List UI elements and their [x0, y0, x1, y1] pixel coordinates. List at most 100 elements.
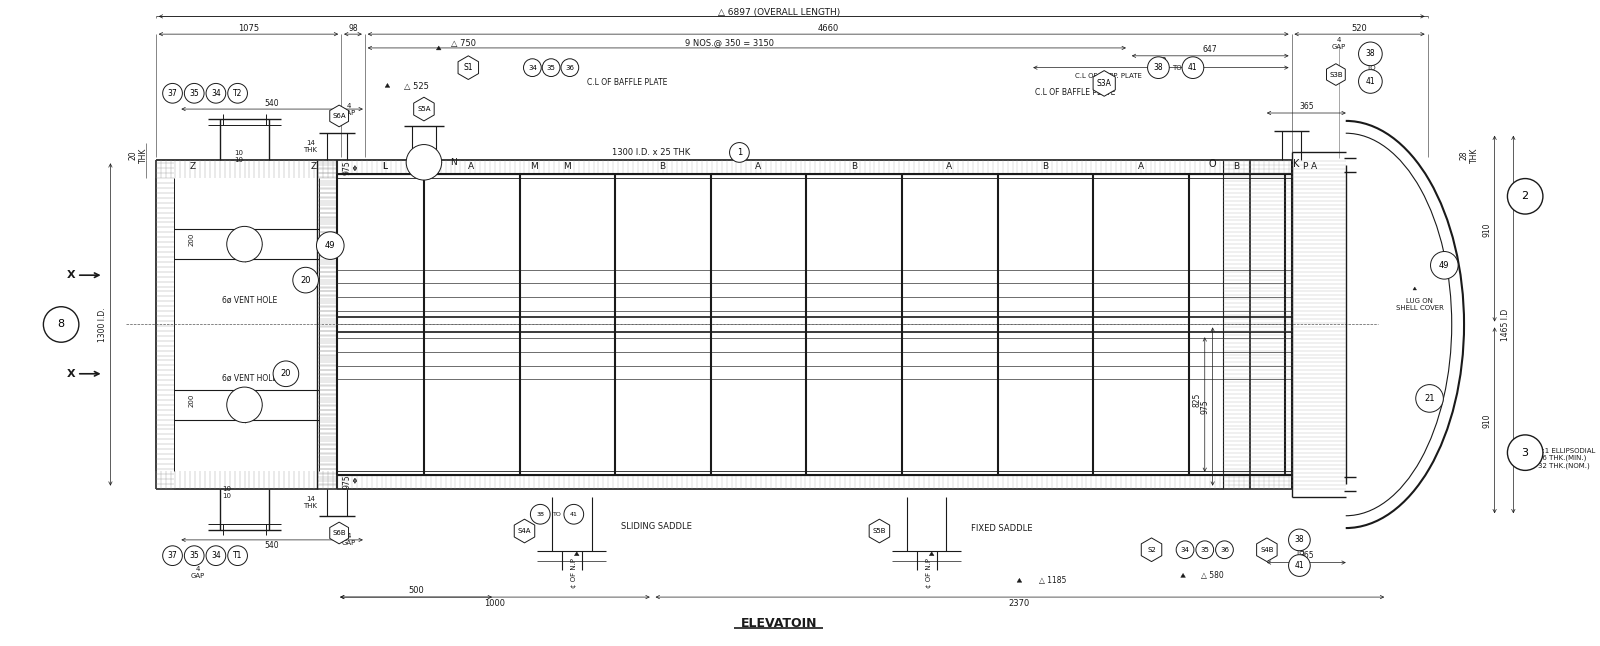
Text: 2: 2: [1522, 191, 1528, 202]
Text: N: N: [450, 158, 458, 167]
Text: 34: 34: [211, 551, 221, 560]
Circle shape: [1288, 555, 1310, 576]
Polygon shape: [1181, 574, 1186, 578]
Text: 975: 975: [1200, 399, 1210, 414]
Text: 1300 I.D.: 1300 I.D.: [98, 307, 107, 342]
Circle shape: [1430, 251, 1458, 279]
Polygon shape: [1326, 64, 1346, 85]
Text: 28
THK: 28 THK: [1459, 148, 1478, 163]
Text: B: B: [659, 162, 666, 171]
Text: L: L: [382, 162, 387, 171]
Text: ¢ OF N.P: ¢ OF N.P: [926, 558, 931, 589]
Text: 4
GAP: 4 GAP: [1331, 37, 1346, 50]
Text: M: M: [563, 162, 571, 171]
Polygon shape: [386, 83, 390, 87]
Circle shape: [227, 387, 262, 422]
Text: A: A: [755, 162, 762, 171]
Text: 35: 35: [547, 65, 555, 70]
Text: 500: 500: [408, 586, 424, 595]
Text: X: X: [67, 369, 75, 379]
Text: 41: 41: [1294, 561, 1304, 570]
Text: 41: 41: [1189, 63, 1198, 72]
Circle shape: [227, 83, 248, 103]
Polygon shape: [330, 522, 349, 544]
Text: FIXED SADDLE: FIXED SADDLE: [971, 523, 1032, 532]
Text: 38: 38: [1154, 63, 1163, 72]
Text: 38: 38: [1365, 49, 1376, 58]
Polygon shape: [330, 105, 349, 127]
Text: 10
10: 10 10: [234, 150, 243, 163]
Text: B: B: [851, 162, 858, 171]
Text: L: L: [382, 162, 387, 171]
Text: 365: 365: [1299, 551, 1314, 560]
Text: S4A: S4A: [518, 528, 531, 534]
Polygon shape: [869, 519, 890, 543]
Text: 36: 36: [565, 65, 574, 70]
Circle shape: [730, 143, 749, 162]
Circle shape: [43, 307, 78, 342]
Text: 6ø VENT HOLE: 6ø VENT HOLE: [222, 295, 277, 304]
Circle shape: [542, 59, 560, 76]
Circle shape: [227, 226, 262, 262]
Text: 8: 8: [58, 320, 64, 329]
Text: ¢ OF N.P: ¢ OF N.P: [571, 558, 578, 589]
Text: 20
THK: 20 THK: [128, 148, 147, 163]
Text: 35: 35: [189, 551, 198, 560]
Circle shape: [274, 361, 299, 386]
Text: 10
10: 10 10: [222, 486, 232, 499]
Text: 4
GAP: 4 GAP: [190, 566, 205, 579]
Text: 49: 49: [325, 241, 336, 250]
Text: T1: T1: [234, 551, 242, 560]
Text: 4660: 4660: [818, 24, 838, 33]
Text: 520: 520: [1352, 24, 1368, 33]
Text: 34: 34: [1181, 547, 1189, 553]
Text: M: M: [531, 162, 538, 171]
Text: TO: TO: [1365, 65, 1376, 70]
Circle shape: [563, 505, 584, 524]
Text: A: A: [1138, 162, 1144, 171]
Text: TO: TO: [1173, 65, 1182, 70]
Text: TO: TO: [554, 512, 562, 517]
Text: 975: 975: [342, 160, 352, 174]
Circle shape: [1507, 435, 1542, 470]
Text: 1465 I.D: 1465 I.D: [1501, 308, 1510, 340]
Text: 21: 21: [1424, 394, 1435, 403]
Circle shape: [1216, 541, 1234, 559]
Polygon shape: [1256, 538, 1277, 561]
Text: ELEVATOIN: ELEVATOIN: [741, 617, 818, 630]
Circle shape: [1416, 384, 1443, 412]
Circle shape: [1358, 70, 1382, 93]
Text: A: A: [1310, 162, 1317, 171]
Text: 37: 37: [168, 89, 178, 98]
Text: △ 525: △ 525: [405, 82, 429, 91]
Text: S4B: S4B: [1261, 547, 1274, 553]
Text: 4
GAP: 4 GAP: [342, 103, 357, 116]
Text: 490: 490: [1154, 57, 1168, 67]
Text: Z: Z: [189, 162, 195, 171]
Text: S3A: S3A: [1096, 79, 1112, 88]
Text: 34: 34: [211, 89, 221, 98]
Polygon shape: [514, 519, 534, 543]
Text: 647: 647: [1202, 45, 1218, 54]
Text: 540: 540: [264, 99, 280, 108]
Polygon shape: [1413, 287, 1416, 290]
Text: S5B: S5B: [872, 528, 886, 534]
Text: 34: 34: [528, 65, 538, 70]
Circle shape: [562, 59, 579, 76]
Text: 2370: 2370: [1008, 599, 1030, 609]
Text: LUG ON
SHELL COVER: LUG ON SHELL COVER: [1395, 298, 1443, 311]
Text: S6A: S6A: [333, 113, 346, 119]
Circle shape: [1176, 541, 1194, 559]
Text: 36: 36: [1219, 547, 1229, 553]
Text: 20: 20: [301, 276, 310, 285]
Circle shape: [206, 546, 226, 565]
Text: 14
THK: 14 THK: [304, 140, 317, 153]
Text: C.L OF SUPP. PLATE: C.L OF SUPP. PLATE: [1075, 72, 1141, 79]
Circle shape: [206, 83, 226, 103]
Text: 1075: 1075: [238, 24, 259, 33]
Text: 4
GAP: 4 GAP: [342, 534, 357, 547]
Text: S2: S2: [1147, 547, 1155, 553]
Circle shape: [531, 505, 550, 524]
Polygon shape: [1018, 578, 1022, 582]
Circle shape: [227, 546, 248, 565]
